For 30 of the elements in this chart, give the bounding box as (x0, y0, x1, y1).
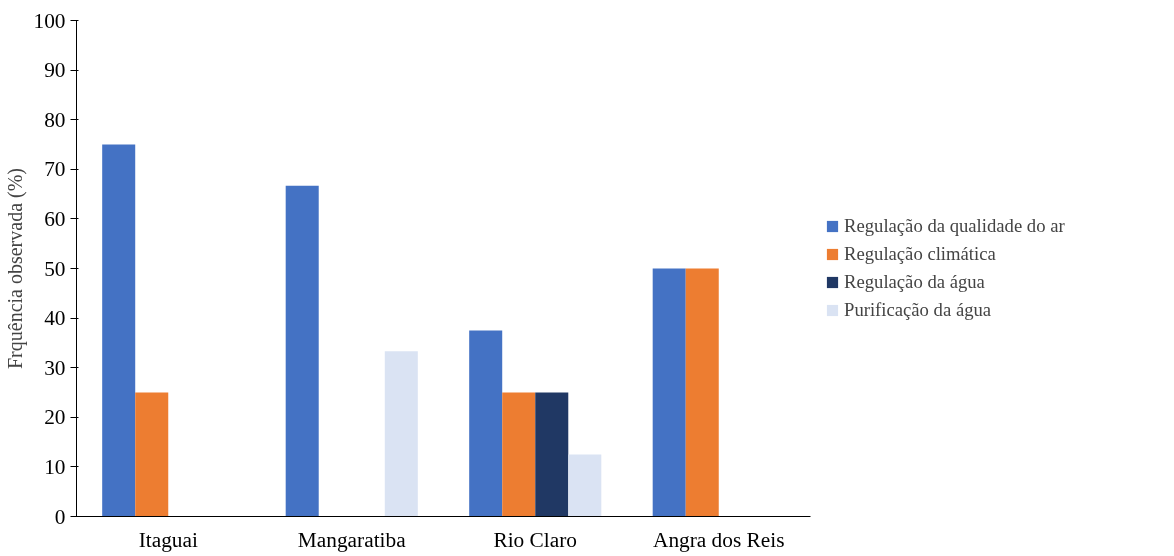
legend-label: Regulação climática (844, 243, 996, 265)
x-tick-label: Rio Claro (493, 527, 578, 552)
y-axis-title: Frquência observada (%) (3, 167, 27, 370)
legend-label: Purificação da água (844, 299, 992, 321)
bar (652, 268, 686, 517)
bar (469, 330, 503, 517)
y-tick-label: 10 (44, 454, 66, 479)
y-tick-label: 50 (44, 256, 66, 281)
y-tick-label: 80 (44, 107, 66, 132)
x-tick-label: Mangaratiba (297, 527, 407, 552)
bar (568, 454, 602, 517)
y-tick-label: 40 (44, 306, 66, 331)
bar (502, 392, 536, 517)
y-tick-label: 90 (44, 58, 66, 83)
y-tick-label: 20 (44, 405, 66, 430)
bar (102, 144, 136, 517)
bar (384, 351, 418, 517)
y-tick-label: 60 (44, 206, 66, 231)
x-tick-label: Angra dos Reis (653, 527, 785, 552)
y-tick-label: 0 (54, 504, 66, 529)
bar (535, 392, 569, 517)
y-tick-label: 70 (44, 157, 66, 182)
legend-label: Regulação da qualidade do ar (844, 215, 1065, 237)
legend-label: Regulação da água (844, 271, 985, 293)
bar (685, 268, 719, 517)
bar (135, 392, 169, 517)
y-tick-label: 100 (33, 8, 66, 33)
x-tick-label: Itaguai (138, 527, 198, 552)
y-tick-label: 30 (44, 355, 66, 380)
bar (285, 185, 319, 517)
